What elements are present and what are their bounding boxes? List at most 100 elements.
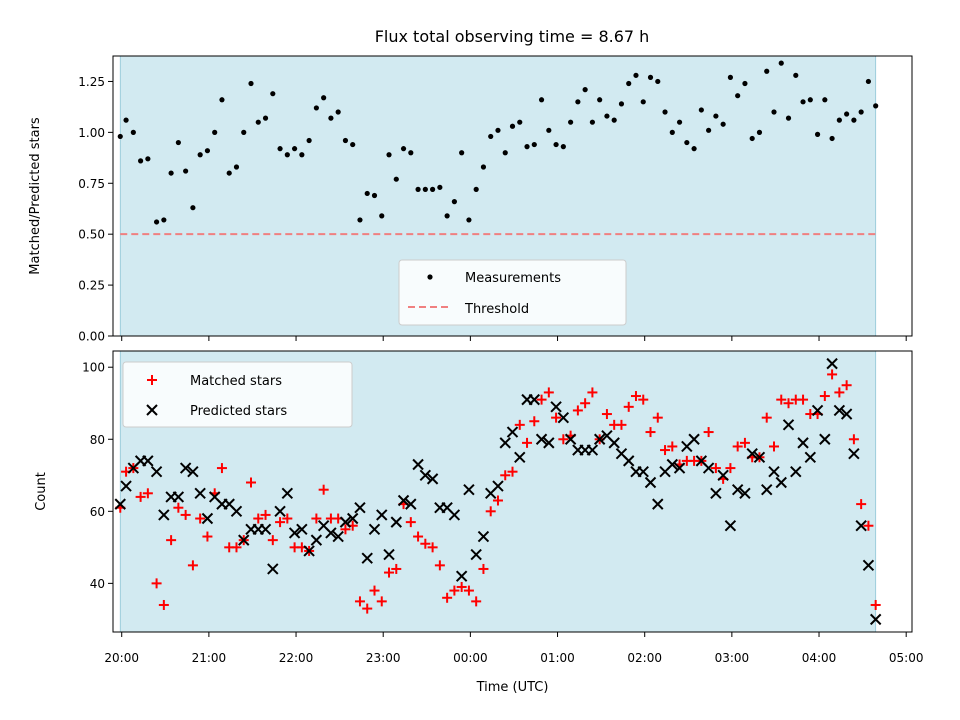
- measurement-point: [270, 91, 276, 97]
- predicted-star-point: [470, 548, 482, 561]
- predicted-star-point: [390, 516, 402, 528]
- measurement-point: [117, 133, 123, 140]
- x-marker-b: [354, 502, 366, 514]
- predicted-star-point: [281, 487, 294, 500]
- count-y-axis-label: Count: [34, 472, 49, 511]
- measurement-legend-label: Measurements: [465, 271, 561, 286]
- ratio-y-tick-label: 0.00: [78, 330, 105, 344]
- x-marker-b: [702, 462, 715, 474]
- x-marker-b: [208, 491, 221, 503]
- predicted-star-point: [775, 476, 787, 489]
- predicted-star-point: [528, 393, 540, 406]
- ratio-y-tick-label: 0.50: [78, 228, 105, 242]
- matched-star-point: [369, 585, 380, 596]
- matched-star-point: [522, 437, 533, 448]
- matched-star-point: [819, 391, 830, 402]
- predicted-star-point: [397, 494, 410, 507]
- ratio-y-ticks: 0.00 0.25 0.50 0.75 1.00 1.25: [78, 75, 113, 344]
- measurement-point: [262, 115, 269, 121]
- predicted-star-point: [869, 613, 882, 626]
- measurement-point: [706, 127, 712, 133]
- x-marker-b: [666, 458, 679, 471]
- x-marker-b: [376, 509, 388, 521]
- measurement-point: [422, 186, 428, 192]
- measurement-point: [130, 129, 136, 135]
- x-marker-b: [419, 469, 432, 481]
- x-marker-b: [325, 527, 337, 539]
- measurement-point: [771, 109, 777, 115]
- time-x-tick-label: 22:00: [279, 651, 314, 665]
- measurement-point: [342, 137, 349, 144]
- matched-star-point: [492, 495, 503, 506]
- measurement-point: [640, 99, 646, 105]
- matched-star-point: [187, 560, 198, 571]
- matched-star-point: [413, 531, 424, 542]
- matched-star-point: [543, 387, 554, 398]
- ratio-y-tick-label: 1.00: [78, 126, 105, 140]
- x-marker-b: [550, 401, 562, 413]
- measurement-point: [430, 186, 436, 192]
- x-marker-b: [397, 494, 410, 507]
- measurement-point: [364, 190, 370, 197]
- measurement-point: [451, 199, 457, 205]
- matched-star-point: [231, 542, 242, 553]
- matched-star-point: [572, 405, 583, 416]
- x-marker-b: [448, 509, 461, 521]
- predicted-star-point: [172, 491, 185, 503]
- measurement-point: [161, 217, 167, 223]
- x-marker-b: [746, 447, 758, 460]
- measurement-point: [553, 141, 559, 148]
- measurement-point: [277, 146, 283, 152]
- measurement-point: [248, 80, 254, 87]
- x-marker-b: [761, 483, 773, 496]
- x-marker-b: [477, 530, 490, 543]
- measurement-point: [873, 103, 879, 109]
- matched-star-point: [427, 542, 438, 553]
- matched-star-point: [318, 484, 329, 495]
- matched-star-point: [638, 394, 649, 405]
- matched-star-point: [667, 441, 678, 452]
- predicted-star-point: [114, 498, 126, 510]
- matched-star-point: [732, 441, 743, 452]
- x-marker-b: [855, 520, 867, 532]
- time-x-tick-label: 03:00: [715, 651, 750, 665]
- predicted-star-point: [840, 408, 853, 420]
- measurement-point: [175, 139, 181, 146]
- matched-star-point: [246, 477, 257, 488]
- x-marker-b: [623, 455, 635, 467]
- count-axes-frame: [112, 350, 913, 633]
- matched-star-point: [471, 596, 482, 607]
- matched-star-point: [135, 491, 146, 502]
- predicted-star-point: [724, 520, 737, 532]
- x-marker-b: [158, 509, 170, 521]
- x-marker-b: [455, 570, 468, 582]
- measurement-point: [568, 119, 574, 125]
- matched-star-point: [142, 488, 153, 499]
- matched-star-point: [151, 578, 162, 589]
- matched-star-point: [768, 441, 779, 452]
- measurement-point: [306, 137, 312, 144]
- count-y-tick-label: 40: [90, 577, 105, 591]
- measurement-point: [858, 109, 864, 115]
- threshold-legend-label: Threshold: [464, 302, 529, 317]
- matched-legend-plus: [147, 375, 157, 385]
- ratio-axes-frame: [112, 55, 913, 337]
- measurement-point: [538, 97, 545, 103]
- measurement-point: [727, 74, 734, 80]
- matched-star-point: [580, 398, 591, 409]
- time-x-tick-label: 23:00: [366, 651, 401, 665]
- measurement-point: [466, 217, 472, 223]
- x-marker-b: [470, 548, 482, 561]
- predicted-star-point: [339, 516, 352, 528]
- matched-star-point: [275, 517, 286, 528]
- measurement-point: [168, 170, 174, 176]
- matched-star-point: [311, 513, 322, 524]
- x-marker-b: [426, 473, 439, 485]
- matched-star-point: [478, 563, 489, 574]
- predicted-star-point: [819, 433, 831, 445]
- matched-star-point: [616, 419, 627, 430]
- x-marker-b: [782, 419, 795, 431]
- x-marker-b: [259, 523, 272, 536]
- measurement-point: [291, 146, 298, 152]
- x-marker-b: [332, 530, 344, 543]
